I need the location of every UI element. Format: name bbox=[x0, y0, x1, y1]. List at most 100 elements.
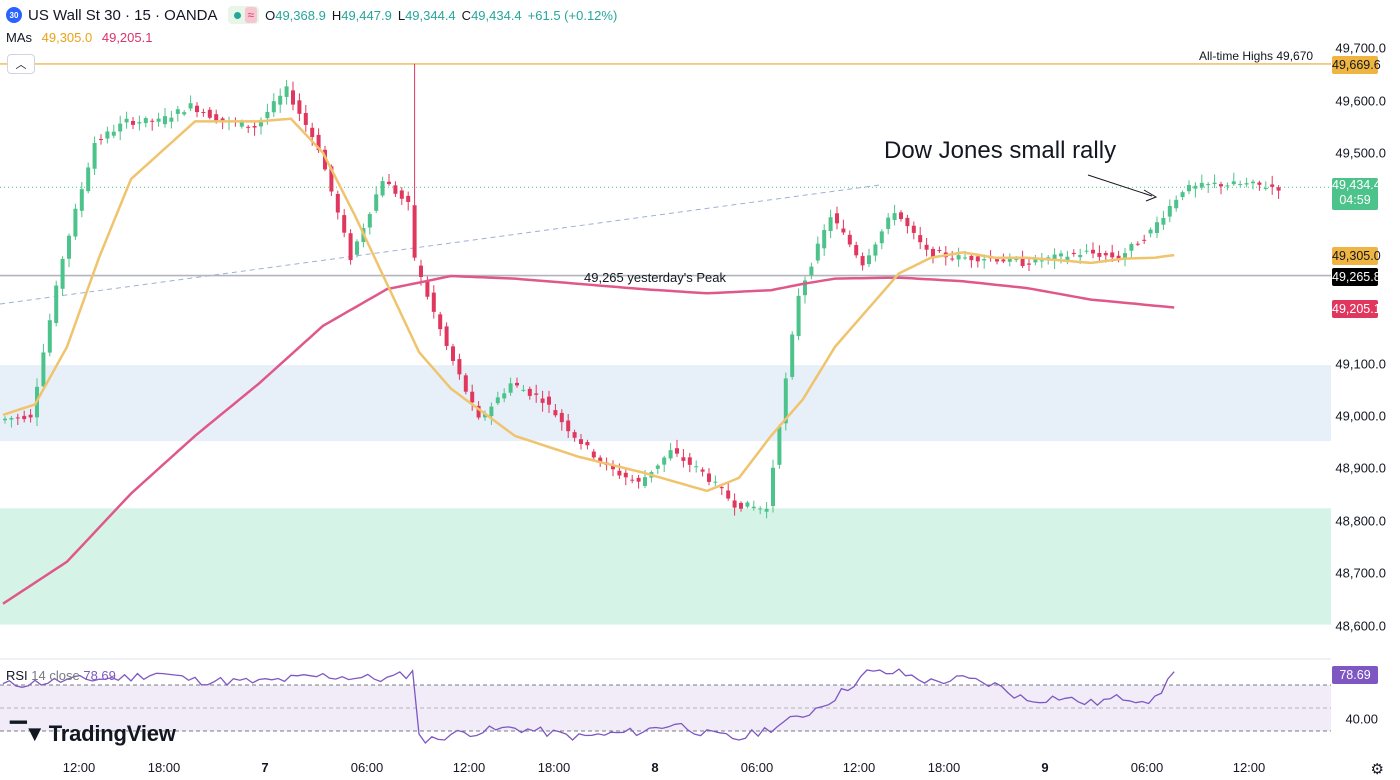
ma-legend[interactable]: MAs 49,305.0 49,205.1 bbox=[6, 30, 152, 45]
candle-body bbox=[335, 193, 340, 213]
candle-body bbox=[265, 111, 270, 119]
ma-slow-price-label: 49,205.1 bbox=[1332, 300, 1381, 318]
candle-body bbox=[380, 181, 385, 196]
ohlc-low: L49,344.4 bbox=[397, 7, 456, 23]
peak-price-label: 49,265.8 bbox=[1332, 268, 1381, 286]
rsi-legend-value: 78.69 bbox=[83, 668, 116, 683]
candle-body bbox=[591, 451, 596, 458]
candle-body bbox=[207, 109, 212, 118]
candle-body bbox=[1027, 263, 1031, 265]
candle-body bbox=[431, 292, 436, 312]
candle-body bbox=[969, 255, 974, 261]
candle-body bbox=[3, 418, 7, 421]
candle-body bbox=[835, 213, 839, 224]
candle-body bbox=[1238, 183, 1243, 185]
candle-body bbox=[700, 469, 705, 472]
peak-label[interactable]: 49,265 yesterday's Peak bbox=[584, 270, 726, 285]
candle-body bbox=[1180, 192, 1185, 198]
symbol-title[interactable]: US Wall St 30 · 15 · OANDA bbox=[28, 6, 218, 24]
candle-body bbox=[1142, 239, 1147, 241]
candle-body bbox=[1033, 257, 1038, 263]
candle-body bbox=[214, 114, 219, 122]
candle-body bbox=[1257, 182, 1262, 185]
candle-body bbox=[1071, 252, 1076, 255]
candle-body bbox=[329, 166, 334, 192]
annotation-note[interactable]: Dow Jones small rally bbox=[884, 137, 1117, 164]
candle-body bbox=[1231, 181, 1236, 185]
time-tick: 18:00 bbox=[147, 760, 181, 775]
candle-body bbox=[1014, 259, 1019, 261]
last-price-value: 49,434.4 bbox=[1332, 178, 1381, 192]
rsi-line bbox=[2, 668, 1175, 744]
candle-body bbox=[1110, 252, 1115, 258]
candle-body bbox=[438, 314, 443, 330]
candle-body bbox=[1225, 185, 1230, 187]
rsi-legend[interactable]: RSI 14 close 78.69 bbox=[6, 668, 116, 683]
price-tick: 48,800.0 bbox=[1335, 513, 1386, 529]
candle-body bbox=[271, 101, 276, 113]
candle-body bbox=[950, 258, 955, 260]
candle-body bbox=[303, 112, 308, 125]
candle-body bbox=[73, 208, 78, 237]
collapse-legend-button[interactable]: ︿ bbox=[7, 54, 35, 74]
candle-body bbox=[252, 126, 257, 128]
candle-body bbox=[963, 257, 967, 259]
candle-body bbox=[796, 295, 801, 337]
candle-body bbox=[579, 439, 583, 444]
price-axis[interactable]: 49,700.0 49,600.0 49,500.0 49,100.0 49,0… bbox=[1331, 0, 1400, 780]
candle-body bbox=[284, 86, 289, 97]
candle-body bbox=[1129, 244, 1134, 251]
price-tick: 48,700.0 bbox=[1335, 565, 1386, 581]
candle-body bbox=[22, 415, 27, 420]
chevron-up-icon: ︿ bbox=[15, 59, 27, 71]
candle-body bbox=[892, 213, 897, 221]
ath-label[interactable]: All-time Highs 49,670 bbox=[1199, 49, 1314, 63]
candle-body bbox=[611, 464, 615, 470]
candle-body bbox=[534, 393, 539, 395]
candle-body bbox=[156, 118, 161, 122]
tradingview-logo-icon: ▔▼ bbox=[10, 721, 46, 746]
candle-body bbox=[246, 126, 251, 128]
price-chart[interactable] bbox=[0, 0, 1331, 780]
time-tick: 7 bbox=[261, 760, 269, 775]
market-status[interactable]: ≈ bbox=[227, 6, 260, 24]
candle-body bbox=[1270, 184, 1275, 187]
candle-body bbox=[201, 112, 206, 114]
time-tick: 18:00 bbox=[927, 760, 961, 775]
time-axis[interactable]: 12:00 18:00 7 06:00 12:00 18:00 8 06:00 … bbox=[0, 760, 1331, 780]
candle-body bbox=[348, 233, 353, 261]
candle-body bbox=[399, 190, 404, 199]
candle-body bbox=[815, 243, 820, 261]
candle-body bbox=[1078, 254, 1083, 258]
candle-body bbox=[854, 245, 859, 256]
zone-blue bbox=[0, 365, 1331, 442]
candle-body bbox=[1187, 185, 1191, 192]
candle-body bbox=[719, 487, 724, 489]
candle-body bbox=[86, 167, 91, 192]
candle-body bbox=[412, 205, 417, 258]
legend-header: 30 US Wall St 30 · 15 · OANDA ≈ O49,368.… bbox=[6, 4, 623, 26]
candle-body bbox=[822, 229, 827, 249]
candle-body bbox=[559, 412, 564, 423]
candle-body bbox=[1091, 249, 1095, 254]
rsi-title: RSI bbox=[6, 668, 28, 683]
candle-body bbox=[118, 123, 123, 132]
candle-body bbox=[707, 473, 711, 482]
time-tick: 06:00 bbox=[740, 760, 774, 775]
candle-body bbox=[924, 244, 929, 250]
candle-body bbox=[495, 397, 500, 404]
time-tick: 12:00 bbox=[842, 760, 876, 775]
candle-body bbox=[553, 410, 558, 416]
price-tick: 49,500.0 bbox=[1335, 145, 1386, 161]
candle-body bbox=[841, 228, 846, 233]
candle-body bbox=[739, 502, 743, 509]
candle-body bbox=[1007, 257, 1012, 262]
candle-body bbox=[1065, 256, 1070, 261]
candle-body bbox=[1001, 259, 1006, 262]
chart-settings-gear-icon[interactable]: ⚙ bbox=[1370, 761, 1384, 778]
candle-body bbox=[316, 134, 321, 151]
candle-body bbox=[1206, 184, 1211, 186]
tradingview-logo[interactable]: ▔▼ TradingView bbox=[10, 721, 176, 747]
candle-body bbox=[99, 139, 103, 141]
candle-body bbox=[47, 320, 52, 353]
